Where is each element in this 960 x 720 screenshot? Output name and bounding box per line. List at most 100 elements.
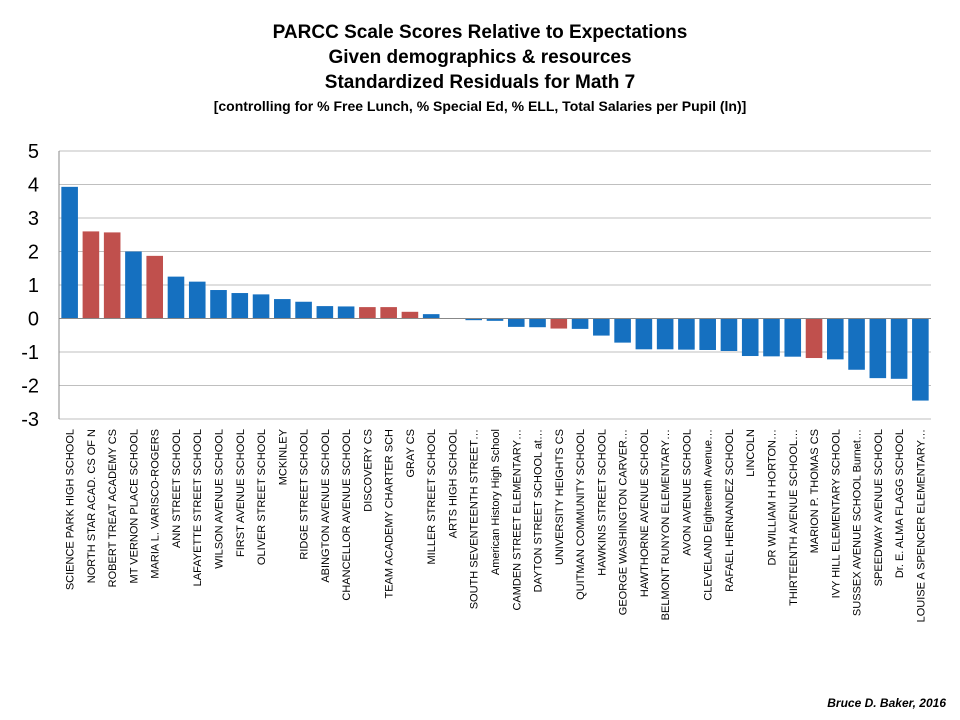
bar-26: [614, 318, 631, 343]
bar-29: [678, 318, 695, 350]
y-tick-label: 3: [28, 208, 39, 230]
chart-subtitle: [controlling for % Free Lunch, % Special…: [213, 98, 747, 114]
chart-title-block: PARCC Scale Scores Relative to Expectati…: [0, 20, 960, 117]
bar-22: [529, 318, 546, 328]
y-tick-label: 1: [28, 275, 39, 297]
x-tick-label: UNIVERSITY HEIGHTS CS: [554, 429, 566, 565]
x-tick-label: CHANCELLOR AVENUE SCHOOL: [341, 429, 353, 601]
x-tick-label: MILLER STREET SCHOOL: [426, 429, 438, 565]
y-tick-label: -2: [21, 376, 39, 398]
bar-17: [422, 314, 440, 319]
x-tick-label: GEORGE WASHINGTON CARVER…: [618, 429, 630, 615]
y-tick-labels: 5 4 3 2 1 0 -1 -2 -3: [21, 141, 39, 431]
bar-31: [720, 318, 738, 351]
x-tick-label: CAMDEN STREET ELEMENTARY…: [511, 429, 523, 611]
bar-20: [486, 318, 504, 321]
x-tick-label: THIRTEENTH AVENUE SCHOOL…: [788, 429, 800, 606]
bar-6: [188, 281, 206, 319]
y-tick-label: 5: [28, 141, 39, 163]
bar-28: [656, 318, 674, 350]
bar-14: [359, 307, 376, 319]
x-tick-label: American History High School: [490, 429, 502, 575]
x-tick-label: LINCOLN: [745, 429, 757, 477]
bar-32: [741, 318, 759, 357]
bar-7: [210, 290, 227, 319]
bars: [61, 186, 929, 401]
bar-30: [699, 318, 716, 350]
x-tick-label: MCKINLEY: [277, 428, 289, 485]
y-tick-label: 2: [28, 242, 39, 264]
bar-15: [380, 307, 397, 319]
bar-9: [252, 294, 270, 319]
bar-4: [146, 255, 164, 319]
bar-19: [465, 318, 483, 321]
x-tick-labels: SCIENCE PARK HIGH SCHOOL NORTH STAR ACAD.…: [65, 428, 928, 622]
x-tick-label: ABINGTON AVENUE SCHOOL: [320, 429, 332, 583]
chart-title-line-1: PARCC Scale Scores Relative to Expectati…: [272, 22, 688, 43]
y-tick-label: -3: [21, 409, 39, 431]
bar-24: [571, 318, 589, 329]
bar-16: [401, 311, 419, 319]
x-tick-label: LAFAYETTE STREET SCHOOL: [192, 429, 204, 586]
x-tick-label: SCIENCE PARK HIGH SCHOOL: [65, 429, 77, 590]
x-tick-label: DISCOVERY CS: [362, 429, 374, 512]
bar-37: [848, 318, 865, 370]
y-tick-label: 4: [28, 175, 39, 197]
x-tick-label: OLIVER STREET SCHOOL: [256, 429, 268, 565]
bar-23: [550, 318, 568, 329]
x-tick-label: ANN STREET SCHOOL: [171, 429, 183, 548]
x-tick-label: Dr. E. ALMA FLAGG SCHOOL: [894, 429, 906, 578]
x-tick-label: HAWTHORNE AVENUE SCHOOL: [639, 429, 651, 597]
author-credit: Bruce D. Baker, 2016: [827, 696, 946, 710]
x-tick-label: DAYTON STREET SCHOOL at…: [533, 429, 545, 592]
x-tick-label: MARION P. THOMAS CS: [809, 429, 821, 553]
bar-5: [167, 276, 185, 319]
x-tick-label: IVY HILL ELEMENTARY SCHOOL: [830, 429, 842, 598]
x-tick-label: RAFAEL HERNANDEZ SCHOOL: [724, 429, 736, 592]
bar-3: [125, 251, 142, 319]
x-tick-label: DR WILLIAM H HORTON…: [766, 429, 778, 566]
x-tick-label: QUITMAN COMMUNITY SCHOOL: [575, 429, 587, 600]
bar-33: [763, 318, 780, 357]
x-tick-label: MT VERNON PLACE SCHOOL: [128, 429, 140, 583]
bar-36: [826, 318, 844, 360]
x-tick-label: MARIA L. VARISCO-ROGERS: [150, 429, 162, 579]
y-tick-label: 0: [28, 309, 39, 331]
x-tick-label: GRAY CS: [405, 429, 417, 478]
x-tick-label: SUSSEX AVENUE SCHOOL Burnet…: [852, 429, 864, 616]
y-tick-label: -1: [21, 342, 39, 364]
x-tick-label: FIRST AVENUE SCHOOL: [235, 429, 247, 557]
bar-38: [869, 318, 887, 379]
x-tick-label: BELMONT RUNYON ELEMENTARY…: [660, 429, 672, 620]
x-tick-label: CLEVELAND Eighteenth Avenue…: [703, 429, 715, 601]
bar-8: [231, 293, 249, 319]
x-tick-label: SPEEDWAY AVENUE SCHOOL: [873, 429, 885, 586]
x-tick-label: NORTH STAR ACAD. CS OF N: [86, 429, 98, 583]
bar-25: [593, 318, 610, 336]
chart-title-line-3: Standardized Residuals for Math 7: [324, 72, 636, 93]
chart-title-line-2: Given demographics & resources: [328, 47, 632, 68]
bar-39: [890, 318, 908, 379]
bar-1: [82, 231, 100, 319]
x-tick-label: TEAM ACADEMY CHARTER SCH: [384, 429, 396, 599]
bar-11: [295, 301, 312, 319]
bar-10: [274, 299, 291, 319]
x-tick-label: AVON AVENUE SCHOOL: [681, 429, 693, 556]
x-tick-label: ARTS HIGH SCHOOL: [447, 429, 459, 538]
bar-13: [337, 306, 355, 319]
x-tick-label: RIDGE STREET SCHOOL: [299, 429, 311, 560]
x-tick-label: SOUTH SEVENTEENTH STREET…: [469, 429, 481, 609]
x-tick-label: ROBERT TREAT ACADEMY CS: [107, 429, 119, 587]
bar-27: [635, 318, 653, 350]
x-tick-label: WILSON AVENUE SCHOOL: [214, 429, 226, 569]
bar-0: [61, 186, 78, 319]
axes: [58, 151, 931, 419]
x-tick-label: HAWKINS STREET SCHOOL: [596, 429, 608, 576]
bar-34: [784, 318, 802, 357]
bar-35: [805, 318, 823, 359]
bar-40: [912, 318, 929, 401]
bar-2: [103, 232, 121, 319]
bar-12: [316, 306, 334, 319]
bar-21: [507, 318, 525, 327]
